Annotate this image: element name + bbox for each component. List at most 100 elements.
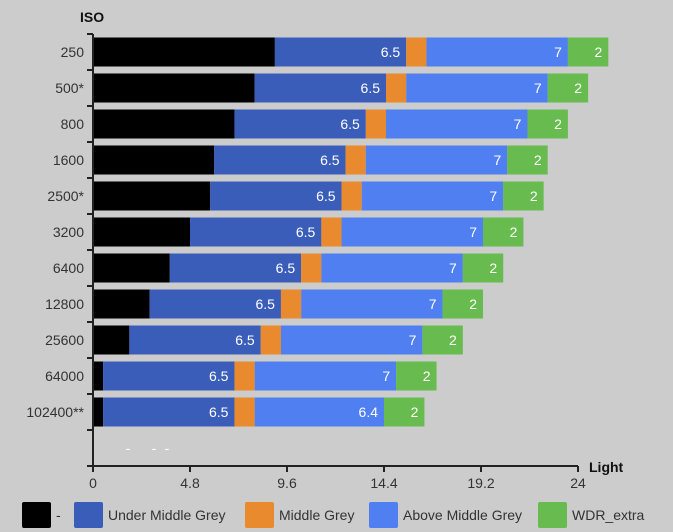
bar-segment (93, 289, 150, 319)
legend-label: Middle Grey (279, 507, 354, 523)
axes-layer: 250 500* 800 1600 2500* 3200 6400 12800 25600 640… (26, 33, 586, 491)
bar-segment (169, 253, 302, 283)
data-label: 7 (489, 188, 497, 204)
data-label: 6.5 (381, 44, 401, 60)
data-label: 2 (595, 44, 603, 60)
bar-segment (507, 145, 548, 175)
legend-swatch (245, 502, 274, 528)
bar-segment (280, 289, 302, 319)
data-label: 2 (574, 80, 582, 96)
bar-segment (386, 73, 407, 103)
data-label: 6.4 (359, 404, 379, 420)
data-label: - (152, 440, 157, 456)
x-tick-label: 4.8 (180, 475, 200, 491)
bar-segment (93, 109, 235, 139)
bar-segment (93, 325, 130, 355)
bar-segment (260, 325, 281, 355)
data-label: 2 (534, 152, 542, 168)
bar-segment (321, 253, 463, 283)
bar-segment (234, 361, 255, 391)
bar-segment (426, 37, 568, 67)
y-tick-label: 3200 (53, 224, 84, 240)
legend-swatch (538, 502, 567, 528)
bar-segment (384, 397, 425, 427)
bar-segment (234, 109, 366, 139)
bar-segment (386, 109, 528, 139)
data-label: 6.5 (340, 116, 360, 132)
bar-segment (280, 325, 423, 355)
data-label: 6.5 (320, 152, 340, 168)
data-label: 2 (449, 332, 457, 348)
data-label: - (165, 440, 170, 456)
data-label: 2 (411, 404, 419, 420)
x-tick-label: 14.4 (370, 475, 397, 491)
bar-segment (442, 289, 484, 319)
data-label: 7 (514, 116, 522, 132)
bar-segment (93, 181, 211, 211)
data-label: 2 (530, 188, 538, 204)
legend-label: Above Middle Grey (403, 507, 522, 523)
legend-label: Under Middle Grey (108, 507, 226, 523)
bar-segment (462, 253, 504, 283)
bar-segment (234, 397, 255, 427)
bar-segment (93, 73, 255, 103)
bar-segment (93, 253, 170, 283)
y-tick-label: 800 (61, 116, 85, 132)
bar-segment (93, 361, 104, 391)
bar-segment (365, 109, 387, 139)
bar-segment (396, 361, 437, 391)
y-tick-label: 500* (55, 80, 84, 96)
x-axis-title: Light (589, 459, 624, 475)
bar-segment (365, 145, 508, 175)
data-label: 2 (510, 224, 518, 240)
x-tick-label: 24 (570, 475, 586, 491)
bar-segment (341, 181, 362, 211)
data-label: 6.5 (209, 404, 229, 420)
data-label: 6.5 (255, 296, 275, 312)
legend-item: Middle Grey (245, 502, 354, 528)
y-tick-label: 25600 (45, 332, 84, 348)
bar-segment (301, 253, 322, 283)
y-tick-label: 1600 (53, 152, 84, 168)
legend-label: - (56, 507, 61, 523)
bar-segment (103, 397, 235, 427)
bar-segment (254, 73, 387, 103)
y-tick-label: 250 (61, 44, 85, 60)
x-tick-label: 19.2 (467, 475, 494, 491)
bar-segment (103, 361, 235, 391)
legend-swatch (74, 502, 103, 528)
data-label: 7 (449, 260, 457, 276)
data-label: 7 (429, 296, 437, 312)
bar-segment (341, 217, 484, 247)
data-label: 6.5 (276, 260, 296, 276)
bar-segment (361, 181, 504, 211)
bar-segment (129, 325, 261, 355)
bar-segment (190, 217, 322, 247)
bar-segment (406, 73, 548, 103)
data-label: 7 (554, 44, 562, 60)
bars-layer: 6.5 7 2 6.5 7 2 6.5 7 2 6.5 7 2 6.5 7 2 6.5 7 2 6.5 7 2 6.5 7 2… (93, 37, 609, 456)
bar-segment (210, 181, 342, 211)
bar-segment (301, 289, 443, 319)
data-label: 6.5 (296, 224, 316, 240)
bar-segment (149, 289, 281, 319)
bar-segment (527, 109, 568, 139)
legend-item: - (22, 502, 61, 528)
legend-item: Above Middle Grey (369, 502, 522, 528)
y-tick-label: 2500* (47, 188, 84, 204)
data-label: - (126, 440, 131, 456)
legend-item: WDR_extra (538, 502, 645, 528)
bar-segment (214, 145, 346, 175)
data-label: 7 (409, 332, 417, 348)
data-label: 6.5 (209, 368, 229, 384)
bar-segment (503, 181, 544, 211)
x-tick-label: 9.6 (277, 475, 297, 491)
bar-segment (406, 37, 427, 67)
y-tick-label: 64000 (45, 368, 84, 384)
y-tick-label: 12800 (45, 296, 84, 312)
data-label: 2 (489, 260, 497, 276)
bar-segment (274, 37, 407, 67)
legend: - Under Middle Grey Middle Grey Above Middl… (22, 502, 645, 528)
bar-segment (93, 37, 275, 67)
bar-segment (483, 217, 524, 247)
